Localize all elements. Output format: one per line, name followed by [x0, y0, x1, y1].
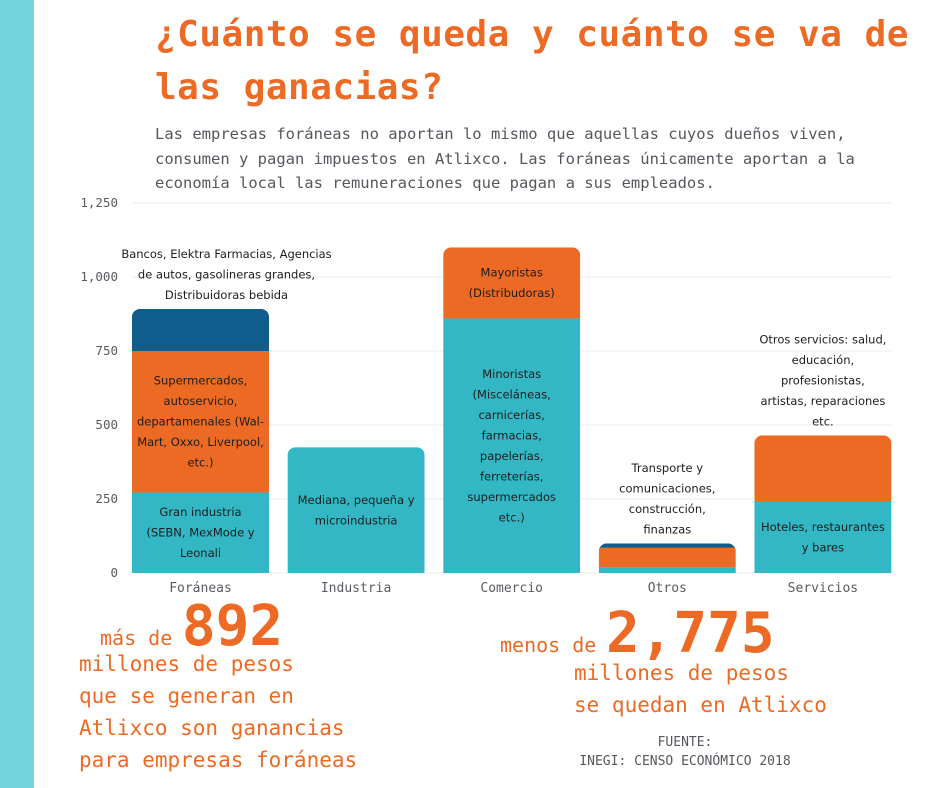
bar-segment: [754, 501, 892, 573]
stat-right-line: se quedan en Atlixco: [574, 693, 827, 717]
bar-segment: [598, 567, 736, 573]
x-tick-label: Comercio: [480, 581, 543, 596]
segment-label: Mayoristas (Distribudoras): [469, 266, 555, 301]
stat-left-line: Atlixco son ganancias: [79, 716, 345, 740]
stat-left-description: millones de pesos que se generan en Atli…: [79, 648, 357, 776]
bar-annotation: Otros servicios: salud, educación, profesi…: [759, 332, 886, 428]
bar-segment: [754, 435, 892, 502]
bar-segment: [132, 492, 269, 573]
y-tick-label: 0: [110, 565, 118, 580]
source-label: FUENTE:: [657, 735, 713, 750]
stat-left-line: que se generan en: [79, 684, 294, 708]
y-tick-label: 1,000: [80, 269, 118, 284]
stat-right-number: 2,775: [605, 601, 775, 666]
stat-right: menos de 2,775: [500, 601, 775, 666]
bar-annotation: Transporte y comunicaciones, construcción,…: [619, 461, 715, 537]
segment-label: Mediana, pequeña y microindustria: [298, 493, 415, 527]
stat-left-line: millones de pesos: [79, 652, 294, 676]
bar-segment: [598, 543, 736, 548]
source-note: FUENTE: INEGI: CENSO ECONÓMICO 2018: [545, 735, 825, 769]
segment-label: Supermercados, autoservicio, departamenale…: [137, 374, 264, 470]
left-accent-bar: [0, 0, 34, 788]
bar-segment: [443, 318, 581, 573]
bar-segment: [132, 308, 269, 351]
stat-right-description: millones de pesos se quedan en Atlixco: [574, 657, 827, 721]
y-tick-label: 250: [95, 491, 118, 506]
stat-left-number: 892: [181, 594, 284, 659]
segment-label: Minoristas (Misceláneas, carnicerías, farma…: [467, 367, 556, 524]
bar-segment: [443, 247, 581, 319]
segment-label: Gran industria (SEBN, MexMode y Leonali: [146, 505, 254, 560]
bar-segment: [132, 351, 269, 493]
x-tick-label: Industria: [321, 581, 391, 596]
stat-right-line: millones de pesos: [574, 661, 789, 685]
segment-label: Hoteles, restaurantes y bares: [761, 520, 885, 555]
page-title: ¿Cuánto se queda y cuánto se va de las g…: [155, 14, 909, 108]
bar-segment: [287, 447, 425, 573]
x-tick-label: Foráneas: [169, 581, 232, 596]
y-tick-label: 1,250: [80, 195, 118, 210]
bar-segment: [598, 547, 736, 568]
x-tick-label: Otros: [648, 581, 687, 596]
x-tick-label: Servicios: [788, 581, 858, 596]
stat-left-prefix: más de: [100, 626, 173, 650]
y-tick-label: 500: [95, 417, 118, 432]
page-subtitle: Las empresas foráneas no aportan lo mism…: [155, 125, 855, 192]
stat-left-line: para empresas foráneas: [79, 748, 358, 772]
y-tick-label: 750: [95, 343, 118, 358]
bar-annotation: Bancos, Elektra Farmacias, Agencias de au…: [121, 247, 331, 302]
stat-left: más de 892: [100, 594, 283, 659]
source-text: INEGI: CENSO ECONÓMICO 2018: [579, 754, 791, 769]
stat-right-prefix: menos de: [500, 633, 597, 657]
